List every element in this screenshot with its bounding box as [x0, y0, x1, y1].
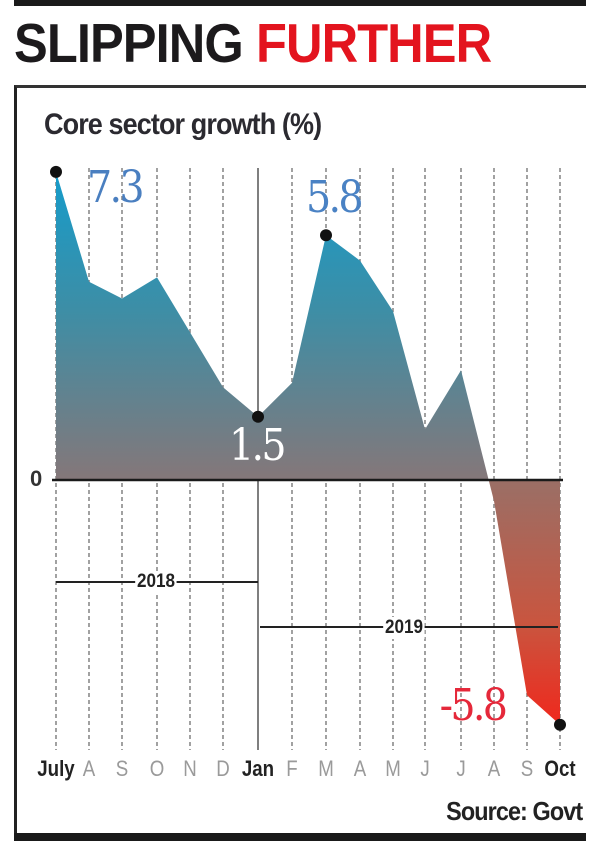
x-axis-label: M [318, 756, 334, 781]
year-label-2019: 2019 [383, 617, 425, 639]
headline-part-2: FURTHER [255, 12, 492, 74]
highlight-dots [50, 165, 566, 731]
x-axis-label: A [487, 756, 501, 781]
year-brackets [56, 581, 558, 628]
bottom-rule [14, 833, 586, 841]
top-rule [14, 0, 586, 6]
chart-subtitle: Core sector growth (%) [44, 108, 322, 141]
x-axis-label: Jan [241, 756, 275, 781]
x-axis-label: F [286, 756, 298, 781]
area-series [56, 171, 560, 725]
x-axis-label: J [420, 756, 430, 781]
x-axis-label: A [353, 756, 367, 781]
x-axis-label: A [82, 756, 96, 781]
x-axis-label: M [385, 756, 401, 781]
year-label-2018: 2018 [135, 571, 177, 593]
headline-part-1: SLIPPING [14, 12, 244, 74]
data-point-dot [554, 718, 566, 731]
value-label-low: 1.5 [229, 420, 287, 471]
value-label-last: -5.8 [439, 680, 508, 731]
x-axis-label: S [520, 756, 534, 781]
x-axis-label: Oct [544, 756, 576, 781]
data-point-dot [320, 229, 332, 242]
source-note: Source: Govt [445, 796, 583, 826]
x-axis-label: O [149, 756, 165, 781]
x-axis-label: S [115, 756, 129, 781]
area-fill [56, 171, 560, 480]
area-fill [56, 480, 560, 725]
x-axis-label: J [456, 756, 466, 781]
headline: SLIPPING FURTHER [14, 12, 492, 74]
data-point-dot [252, 410, 264, 423]
chart-frame [14, 85, 586, 833]
x-axis-label: July [37, 756, 75, 781]
x-axis-label: D [216, 756, 230, 781]
value-label-peak: 5.8 [306, 172, 364, 223]
zero-axis-label: 0 [30, 466, 43, 491]
value-label-first: 7.3 [87, 162, 145, 213]
data-point-dot [50, 165, 62, 178]
x-axis-label: N [183, 756, 197, 781]
